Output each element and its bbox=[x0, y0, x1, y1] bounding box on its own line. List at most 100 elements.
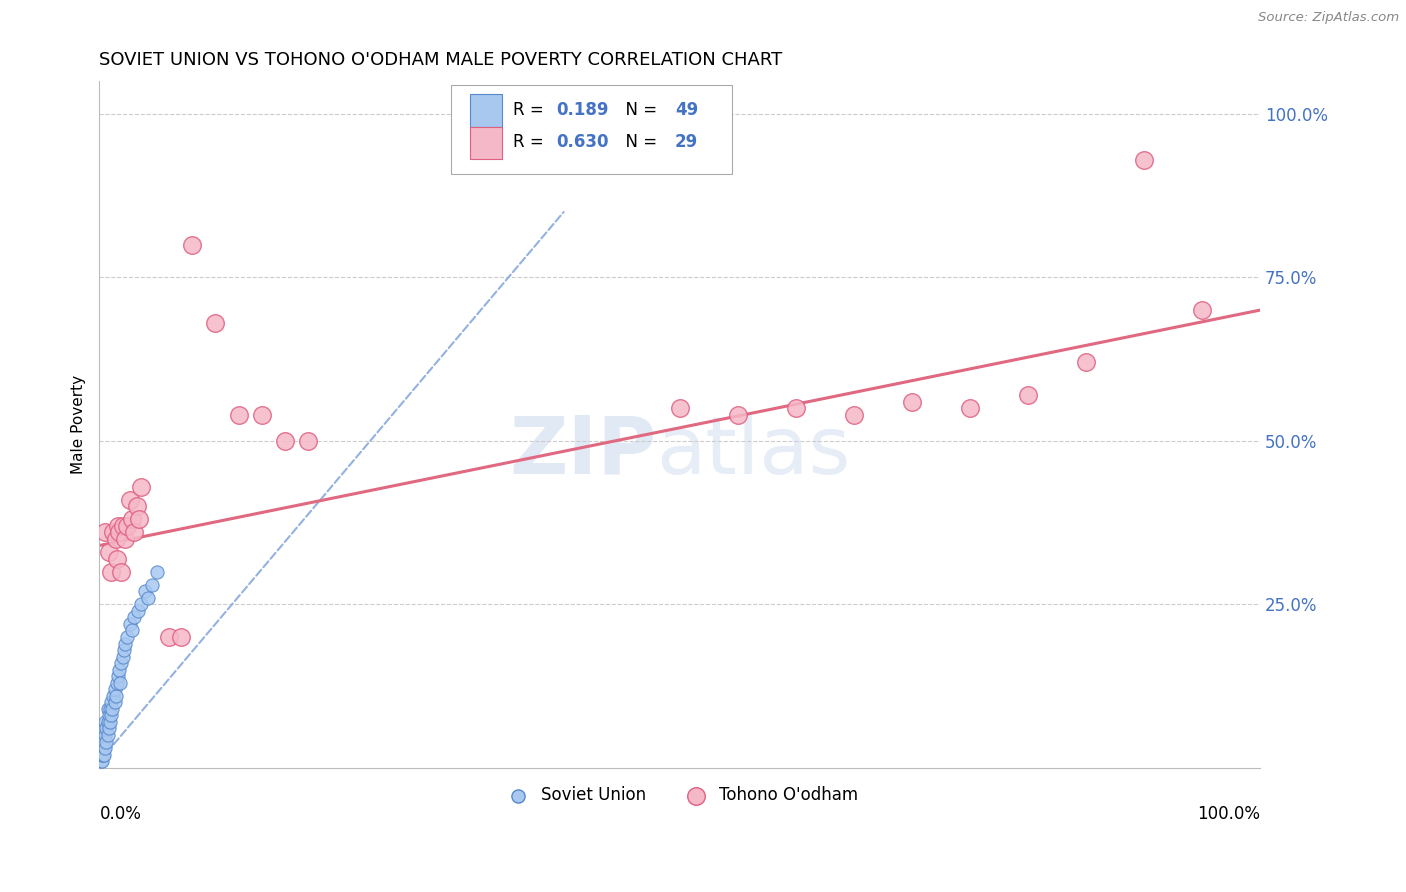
Point bbox=[727, 408, 749, 422]
Text: 0.0%: 0.0% bbox=[100, 805, 142, 823]
Point bbox=[146, 565, 169, 579]
Point bbox=[94, 525, 117, 540]
Point bbox=[104, 532, 127, 546]
Point bbox=[90, 754, 112, 768]
Point bbox=[91, 741, 114, 756]
Point bbox=[117, 519, 139, 533]
Point bbox=[105, 551, 128, 566]
Text: ZIP: ZIP bbox=[509, 413, 657, 491]
Point bbox=[90, 734, 112, 748]
Point bbox=[122, 525, 145, 540]
Point bbox=[1133, 153, 1156, 167]
Point bbox=[114, 636, 136, 650]
Point bbox=[842, 408, 865, 422]
Text: 29: 29 bbox=[675, 134, 699, 152]
Point bbox=[97, 708, 120, 723]
Point bbox=[141, 577, 163, 591]
Point bbox=[122, 610, 145, 624]
Point bbox=[118, 616, 141, 631]
Point bbox=[110, 675, 132, 690]
Point bbox=[110, 565, 132, 579]
Text: 100.0%: 100.0% bbox=[1197, 805, 1260, 823]
Point bbox=[98, 714, 121, 729]
Point bbox=[103, 682, 125, 697]
Point bbox=[111, 519, 134, 533]
Legend: Soviet Union, Tohono O'odham: Soviet Union, Tohono O'odham bbox=[494, 780, 865, 811]
Point bbox=[96, 734, 118, 748]
Point bbox=[668, 401, 690, 416]
Point bbox=[100, 695, 122, 709]
Point bbox=[108, 663, 131, 677]
Point bbox=[297, 434, 319, 448]
Point bbox=[93, 734, 115, 748]
Point bbox=[169, 630, 191, 644]
Text: N =: N = bbox=[614, 134, 662, 152]
Point bbox=[125, 500, 148, 514]
Point bbox=[107, 669, 129, 683]
Point bbox=[134, 584, 156, 599]
Point bbox=[103, 689, 125, 703]
Point bbox=[93, 722, 115, 736]
Point bbox=[107, 519, 129, 533]
Point bbox=[111, 649, 134, 664]
Point bbox=[90, 754, 112, 768]
Point bbox=[90, 747, 112, 762]
Point bbox=[181, 237, 204, 252]
Point bbox=[228, 408, 250, 422]
Point bbox=[114, 532, 136, 546]
Point bbox=[204, 316, 226, 330]
Point bbox=[129, 597, 152, 611]
Point bbox=[90, 741, 112, 756]
Point bbox=[96, 702, 118, 716]
Point bbox=[112, 643, 135, 657]
Point bbox=[96, 728, 118, 742]
Point bbox=[118, 492, 141, 507]
Point bbox=[1191, 303, 1213, 318]
Point bbox=[103, 695, 125, 709]
Point bbox=[94, 728, 117, 742]
Point bbox=[93, 747, 115, 762]
FancyBboxPatch shape bbox=[470, 127, 502, 159]
Point bbox=[121, 512, 143, 526]
Point bbox=[90, 747, 112, 762]
Point bbox=[117, 630, 139, 644]
Text: Source: ZipAtlas.com: Source: ZipAtlas.com bbox=[1258, 11, 1399, 24]
FancyBboxPatch shape bbox=[470, 95, 502, 127]
Point bbox=[274, 434, 297, 448]
Text: R =: R = bbox=[513, 101, 548, 120]
Point bbox=[97, 545, 120, 559]
Point bbox=[136, 591, 159, 605]
Point bbox=[96, 722, 118, 736]
FancyBboxPatch shape bbox=[451, 85, 733, 174]
Point bbox=[121, 624, 143, 638]
Point bbox=[103, 525, 125, 540]
Text: 0.189: 0.189 bbox=[557, 101, 609, 120]
Point bbox=[959, 401, 981, 416]
Point bbox=[100, 708, 122, 723]
Point bbox=[104, 689, 127, 703]
Point bbox=[157, 630, 180, 644]
Point bbox=[100, 565, 122, 579]
Point bbox=[110, 656, 132, 670]
Point bbox=[129, 480, 152, 494]
Point bbox=[1074, 355, 1097, 369]
Point bbox=[91, 747, 114, 762]
Text: 0.630: 0.630 bbox=[557, 134, 609, 152]
Text: SOVIET UNION VS TOHONO O'ODHAM MALE POVERTY CORRELATION CHART: SOVIET UNION VS TOHONO O'ODHAM MALE POVE… bbox=[100, 51, 783, 69]
Point bbox=[97, 722, 120, 736]
Point bbox=[105, 675, 128, 690]
Point bbox=[101, 702, 124, 716]
Point bbox=[127, 604, 149, 618]
Point bbox=[94, 714, 117, 729]
Text: N =: N = bbox=[614, 101, 662, 120]
Point bbox=[96, 714, 118, 729]
Point bbox=[98, 702, 121, 716]
Point bbox=[91, 728, 114, 742]
Text: R =: R = bbox=[513, 134, 548, 152]
Y-axis label: Male Poverty: Male Poverty bbox=[72, 375, 86, 474]
Point bbox=[128, 512, 150, 526]
Point bbox=[900, 394, 922, 409]
Text: 49: 49 bbox=[675, 101, 699, 120]
Point bbox=[94, 741, 117, 756]
Text: atlas: atlas bbox=[657, 413, 851, 491]
